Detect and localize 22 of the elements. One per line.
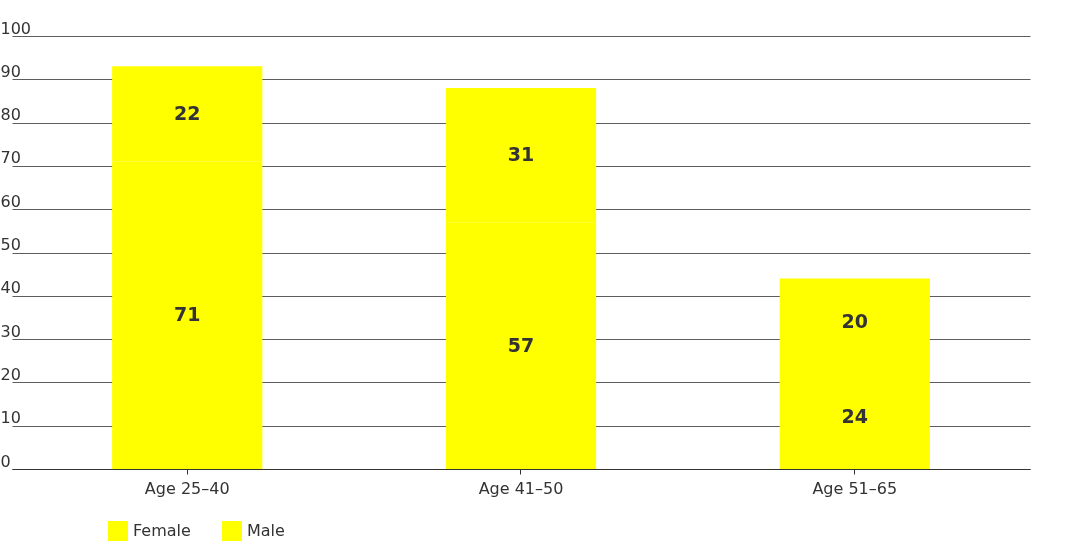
y-tick-label: 30: [0, 321, 21, 341]
y-tick-label: 70: [0, 148, 21, 168]
data-label: 24: [841, 405, 868, 428]
y-tick-label: 100: [0, 18, 32, 38]
y-tick-label: 10: [0, 408, 21, 428]
data-label: 57: [507, 333, 535, 356]
data-label: 31: [507, 143, 535, 166]
y-tick-label: 0: [0, 451, 11, 471]
y-tick-label: 20: [0, 364, 21, 384]
x-tick-label: Age 51–65: [812, 478, 898, 498]
y-tick-label: 80: [0, 105, 21, 125]
data-label: 20: [841, 309, 868, 332]
legend-label: Male: [247, 521, 285, 540]
data-label: 71: [174, 303, 201, 326]
x-tick-label: Age 41–50: [478, 478, 564, 498]
legend-label: Female: [133, 521, 191, 540]
data-label: 22: [174, 101, 201, 124]
x-tick-label: Age 25–40: [144, 478, 230, 498]
y-tick-label: 40: [0, 278, 21, 298]
y-tick-label: 90: [0, 61, 21, 81]
y-tick-label: 50: [0, 235, 21, 254]
y-tick-label: 60: [0, 191, 21, 211]
